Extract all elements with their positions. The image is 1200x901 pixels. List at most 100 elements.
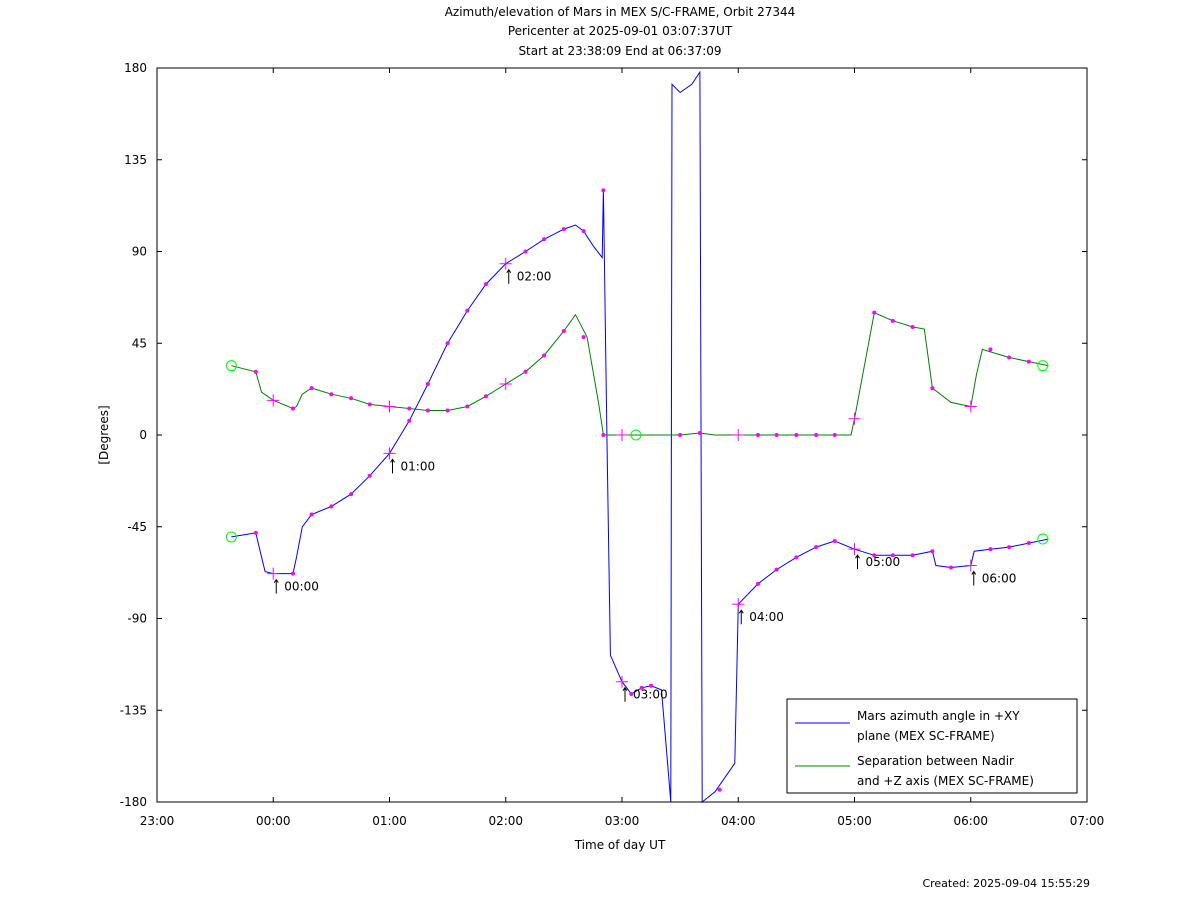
- data-point-marker: [639, 685, 644, 690]
- pericenter-subtitle: Pericenter at 2025-09-01 03:07:37UT: [507, 24, 733, 38]
- endpoint-circle-marker: [225, 360, 237, 372]
- data-point-marker: [649, 683, 654, 688]
- hour-arrow: [855, 554, 860, 570]
- x-tick-label: 23:00: [140, 814, 175, 828]
- data-point-marker: [872, 310, 877, 315]
- data-point-marker: [601, 433, 606, 437]
- y-tick-label: 180: [124, 61, 147, 75]
- data-point-marker: [890, 553, 895, 558]
- data-point-marker: [794, 433, 799, 437]
- data-point-marker: [756, 581, 761, 586]
- x-tick-label: 07:00: [1070, 814, 1105, 828]
- hour-plus-marker: [267, 567, 280, 580]
- y-tick-label: 135: [124, 153, 147, 167]
- data-point-marker: [581, 229, 586, 234]
- y-tick-label: -45: [127, 520, 147, 534]
- legend-box: [786, 698, 1078, 794]
- data-point-marker: [1007, 355, 1012, 360]
- data-point-marker: [253, 369, 258, 374]
- legend-separation-line1: Separation between Nadir: [857, 754, 1014, 768]
- legend-azimuth-line2: plane (MEX SC-FRAME): [857, 729, 995, 743]
- hour-plus-marker: [848, 543, 861, 556]
- data-point-marker: [367, 402, 372, 407]
- x-tick-label: 00:00: [256, 814, 291, 828]
- x-tick-label: 01:00: [372, 814, 407, 828]
- data-point-marker: [910, 324, 915, 329]
- endpoint-circle-marker: [225, 531, 237, 543]
- hour-arrow: [390, 458, 395, 474]
- y-tick-label: 45: [132, 336, 147, 350]
- data-point-marker: [774, 433, 779, 437]
- data-point-marker: [309, 512, 314, 517]
- created-timestamp: Created: 2025-09-04 15:55:29: [922, 877, 1090, 890]
- y-tick-label: -135: [120, 703, 147, 717]
- legend-separation-line2: and +Z axis (MEX SC-FRAME): [857, 774, 1034, 788]
- data-point-marker: [581, 335, 586, 340]
- data-point-marker: [445, 408, 450, 413]
- data-point-marker: [291, 571, 296, 576]
- y-tick-label: -90: [127, 612, 147, 626]
- data-point-marker: [561, 329, 566, 334]
- data-point-marker: [697, 430, 702, 435]
- x-axis-label: Time of day UT: [574, 838, 666, 852]
- data-point-marker: [465, 404, 470, 409]
- data-point-marker: [814, 433, 819, 437]
- data-point-marker: [948, 565, 953, 570]
- x-tick-label: 02:00: [488, 814, 523, 828]
- legend-azimuth-line1: Mars azimuth angle in +XY: [857, 709, 1020, 723]
- y-tick-label: 90: [132, 245, 147, 259]
- hour-plus-marker: [964, 559, 977, 572]
- hour-plus-marker: [732, 598, 745, 611]
- data-point-marker: [425, 382, 430, 387]
- data-point-marker: [253, 530, 258, 535]
- data-point-marker: [1007, 545, 1012, 550]
- y-tick-label: 0: [139, 428, 147, 442]
- data-point-marker: [832, 433, 837, 437]
- hour-plus-marker: [267, 394, 280, 407]
- data-point-marker: [542, 237, 547, 242]
- data-point-marker: [367, 473, 372, 478]
- data-point-marker: [465, 308, 470, 313]
- data-point-marker: [407, 418, 412, 423]
- hour-plus-marker: [383, 400, 396, 413]
- x-tick-label: 06:00: [953, 814, 988, 828]
- hour-label: 01:00: [401, 459, 436, 473]
- hour-plus-marker: [499, 378, 512, 391]
- data-point-marker: [309, 386, 314, 391]
- hour-plus-marker: [616, 675, 628, 688]
- data-point-marker: [794, 555, 799, 560]
- data-point-marker: [561, 227, 566, 232]
- data-point-marker: [329, 392, 334, 397]
- data-point-marker: [872, 553, 877, 558]
- hour-plus-marker: [616, 429, 628, 441]
- data-point-marker: [756, 433, 761, 437]
- legend: Mars azimuth angle in +XY plane (MEX SC-…: [786, 698, 1078, 794]
- data-point-marker: [814, 545, 819, 550]
- data-point-marker: [910, 553, 915, 558]
- data-point-marker: [988, 547, 993, 552]
- data-point-marker: [678, 433, 683, 437]
- start-end-subtitle: Start at 23:38:09 End at 06:37:09: [518, 44, 722, 58]
- hour-plus-marker: [964, 400, 977, 413]
- separation-series-line: [231, 311, 1049, 436]
- endpoint-circle-marker: [630, 429, 642, 441]
- data-point-marker: [774, 567, 779, 572]
- hour-plus-marker: [848, 412, 861, 425]
- data-point-marker: [407, 406, 412, 411]
- hour-arrow: [622, 686, 628, 702]
- data-point-marker: [483, 282, 488, 287]
- hour-label: 04:00: [749, 610, 784, 624]
- chart-title: Azimuth/elevation of Mars in MEX S/C-FRA…: [444, 5, 796, 19]
- data-point-marker: [349, 396, 354, 401]
- data-point-marker: [832, 539, 837, 544]
- hour-arrow: [506, 268, 512, 284]
- data-point-marker: [629, 691, 634, 696]
- data-point-marker: [717, 787, 722, 792]
- data-point-marker: [523, 249, 528, 254]
- hour-plus-marker: [499, 257, 512, 270]
- hour-arrow: [738, 609, 744, 625]
- data-point-marker: [930, 549, 935, 554]
- x-tick-label: 03:00: [605, 814, 640, 828]
- data-point-marker: [1026, 359, 1031, 364]
